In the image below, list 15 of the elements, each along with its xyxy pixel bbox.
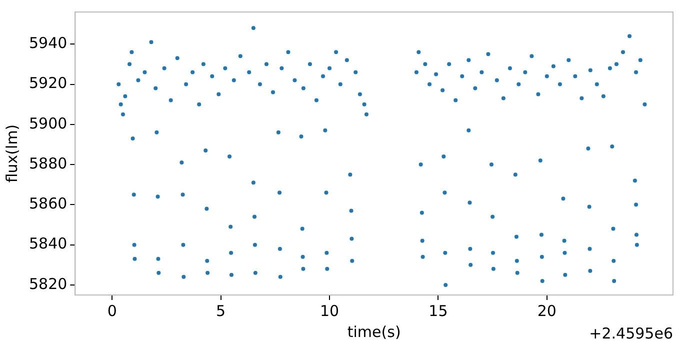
text: +2.4595e6 (589, 324, 673, 342)
y-tick-label: 5900 (28, 114, 68, 132)
x-tick-label: 10 (320, 302, 340, 320)
y-tick-label: 5920 (28, 74, 68, 92)
x-tick-label: 0 (107, 302, 117, 320)
y-tick-label: 5940 (28, 34, 68, 52)
y-tick-label: 5880 (28, 154, 68, 172)
y-tick-label: 5840 (28, 234, 68, 253)
x-tick-label: 15 (428, 302, 448, 320)
x-tick-label: 20 (537, 302, 556, 320)
x-axis-title: time(s) (347, 322, 401, 341)
y-tick-label: 5860 (28, 194, 68, 213)
y-tick-label: 5820 (28, 274, 68, 293)
y-axis-title: flux(lm) (2, 124, 21, 183)
x-tick-label: 5 (216, 302, 226, 320)
